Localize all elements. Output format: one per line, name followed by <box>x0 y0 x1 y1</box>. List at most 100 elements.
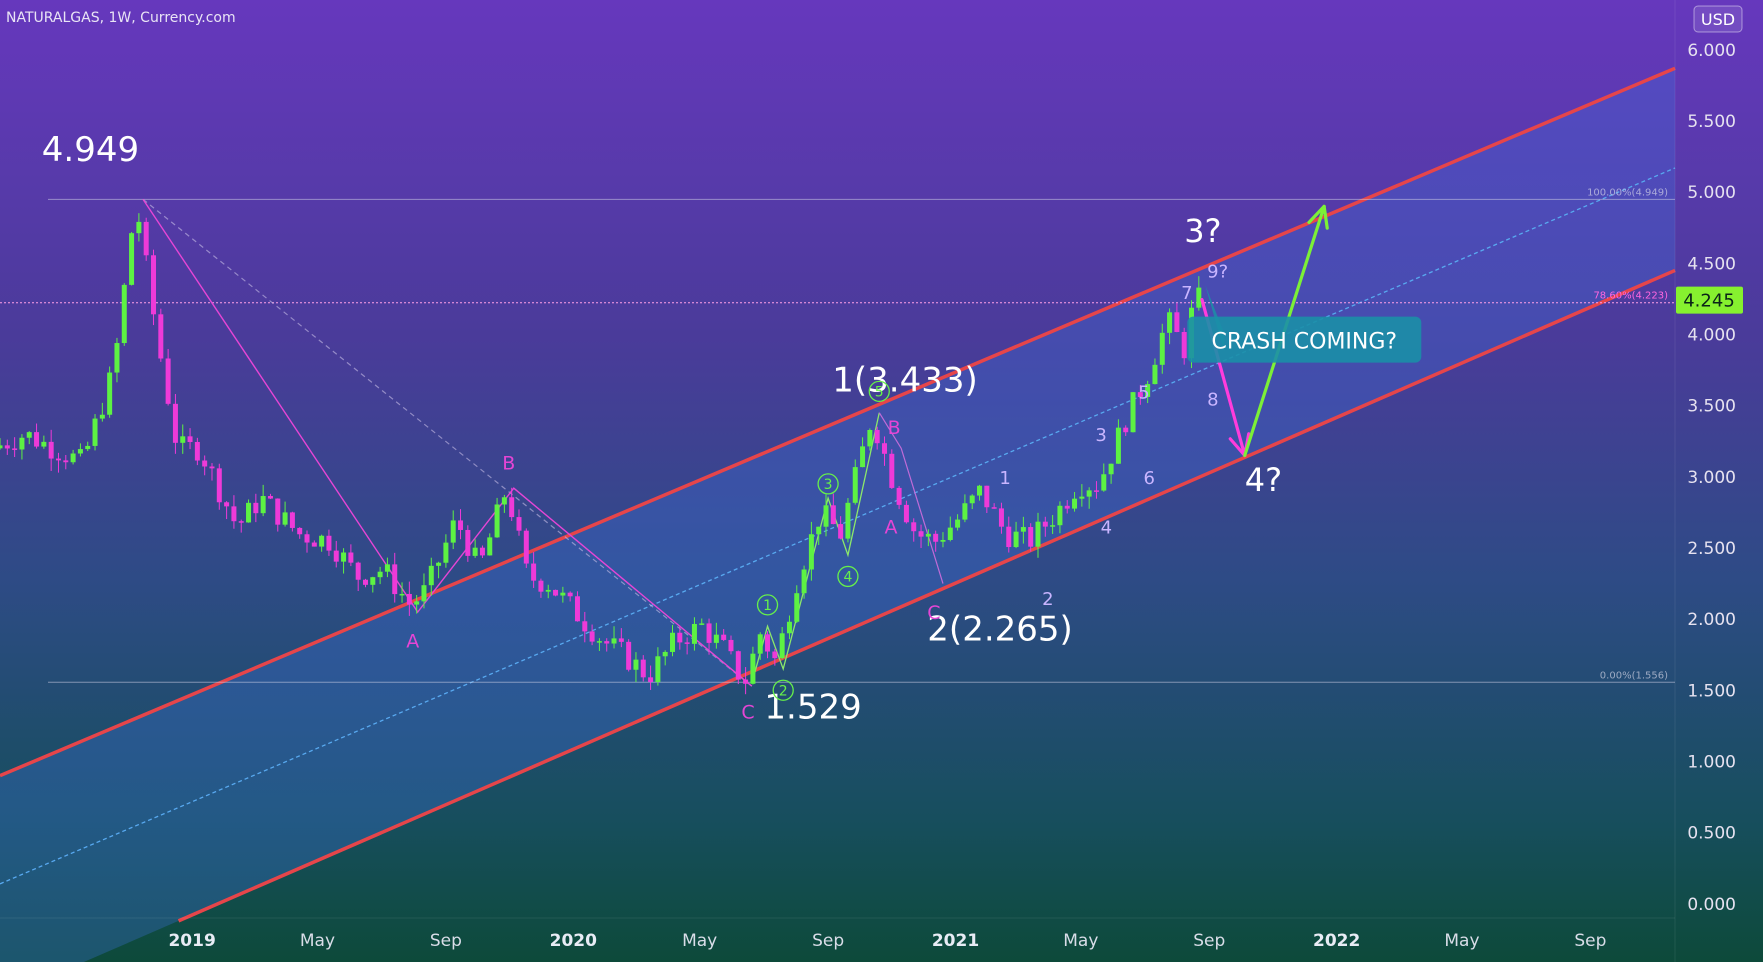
candle <box>406 581 412 616</box>
candle <box>1174 303 1180 333</box>
circled-wave-number: 5 <box>875 384 884 400</box>
candle-body <box>691 623 697 644</box>
candle-body <box>903 504 909 523</box>
fib-level-label: 0.00%(1.556) <box>1600 670 1668 681</box>
candle <box>728 635 734 655</box>
candle-body <box>224 502 230 507</box>
candle <box>180 424 186 454</box>
candle <box>618 628 624 648</box>
candle <box>48 429 54 471</box>
candle <box>1072 492 1078 512</box>
candle-body <box>12 448 18 450</box>
candle <box>143 217 149 261</box>
candle-body <box>1064 505 1070 509</box>
candle <box>655 647 661 686</box>
candle-body <box>874 429 880 444</box>
candle <box>977 484 983 501</box>
candle-body <box>1020 527 1026 532</box>
candle <box>19 434 25 460</box>
candle-body <box>275 498 281 525</box>
candle-body <box>143 221 149 256</box>
candle-body <box>129 233 135 285</box>
candle-body <box>896 487 902 505</box>
candle-body <box>611 638 617 644</box>
candle-body <box>1152 364 1158 385</box>
time-tick-label: May <box>1444 931 1479 951</box>
candle-body <box>757 634 763 654</box>
candle-body <box>1145 384 1151 397</box>
candle <box>275 498 281 532</box>
wave-label: 2 <box>1042 589 1053 610</box>
candle-body <box>626 641 632 670</box>
candle-body <box>77 449 83 454</box>
price-axis[interactable]: 6.000 5.500 5.000 4.500 4.000 3.500 3.000 2.500… <box>1687 41 1736 915</box>
candle <box>735 650 741 685</box>
currency-button[interactable]: USD <box>1693 5 1743 33</box>
candle-body <box>1050 525 1056 527</box>
candle <box>903 500 909 524</box>
candle-body <box>750 653 756 684</box>
candle <box>121 283 127 346</box>
time-tick-label: Sep <box>1193 931 1225 951</box>
wave-label: 6 <box>1143 468 1154 489</box>
zigzag-dashed-line <box>142 198 753 687</box>
candle <box>1020 516 1026 544</box>
circled-wave-number: 1 <box>763 598 772 614</box>
candle-body <box>238 521 244 523</box>
candle <box>246 499 252 523</box>
candle <box>560 586 566 603</box>
candle-body <box>1042 521 1048 527</box>
time-tick-label: Sep <box>1574 931 1606 951</box>
candle-body <box>399 593 405 596</box>
candle <box>816 526 822 545</box>
time-tick-label: 2020 <box>550 931 597 951</box>
candle <box>501 494 507 513</box>
candle <box>297 527 303 539</box>
candle <box>202 455 208 476</box>
channel-lower-line <box>177 268 1676 923</box>
wave-label: B <box>502 453 515 475</box>
candle <box>633 652 639 683</box>
candle-body <box>1035 521 1041 547</box>
candle <box>838 516 844 540</box>
candle-body <box>1196 287 1202 308</box>
candle <box>194 437 200 466</box>
crash-callout: CRASH COMING? <box>1187 284 1422 363</box>
candle-body <box>341 552 347 562</box>
wave-label: C <box>741 702 754 724</box>
candle-body <box>297 527 303 535</box>
wave-label: 1(3.433) <box>832 360 978 400</box>
candle <box>311 540 317 547</box>
candle <box>684 637 690 655</box>
candle <box>114 337 120 383</box>
candle-body <box>670 632 676 652</box>
candle-body <box>0 445 3 449</box>
candle-body <box>158 314 164 359</box>
candle-body <box>92 418 98 446</box>
candle <box>1167 308 1173 345</box>
price-tick-label: 2.500 <box>1687 539 1736 559</box>
candle-body <box>947 527 953 540</box>
candle <box>691 617 697 651</box>
candle-body <box>319 535 325 547</box>
candle-body <box>794 593 800 622</box>
candle <box>955 514 961 531</box>
candle <box>808 521 814 581</box>
candle-body <box>267 496 273 499</box>
candle <box>0 438 3 450</box>
candle-body <box>1108 463 1114 475</box>
candle-body <box>618 638 624 642</box>
candle <box>845 498 851 543</box>
candle <box>516 509 522 536</box>
price-tick-label: 1.000 <box>1687 752 1736 772</box>
candle-body <box>648 677 654 683</box>
candle <box>772 648 778 666</box>
wave-label: 3 <box>1095 425 1106 446</box>
candle <box>165 348 171 406</box>
candle-body <box>553 589 559 596</box>
candle-body <box>26 432 32 438</box>
time-axis[interactable]: 2019 May Sep 2020 May Sep 2021 May Sep 2022 May Sep <box>168 931 1606 951</box>
price-tick-label: 3.000 <box>1687 468 1736 488</box>
price-tick-label: 4.000 <box>1687 325 1736 345</box>
